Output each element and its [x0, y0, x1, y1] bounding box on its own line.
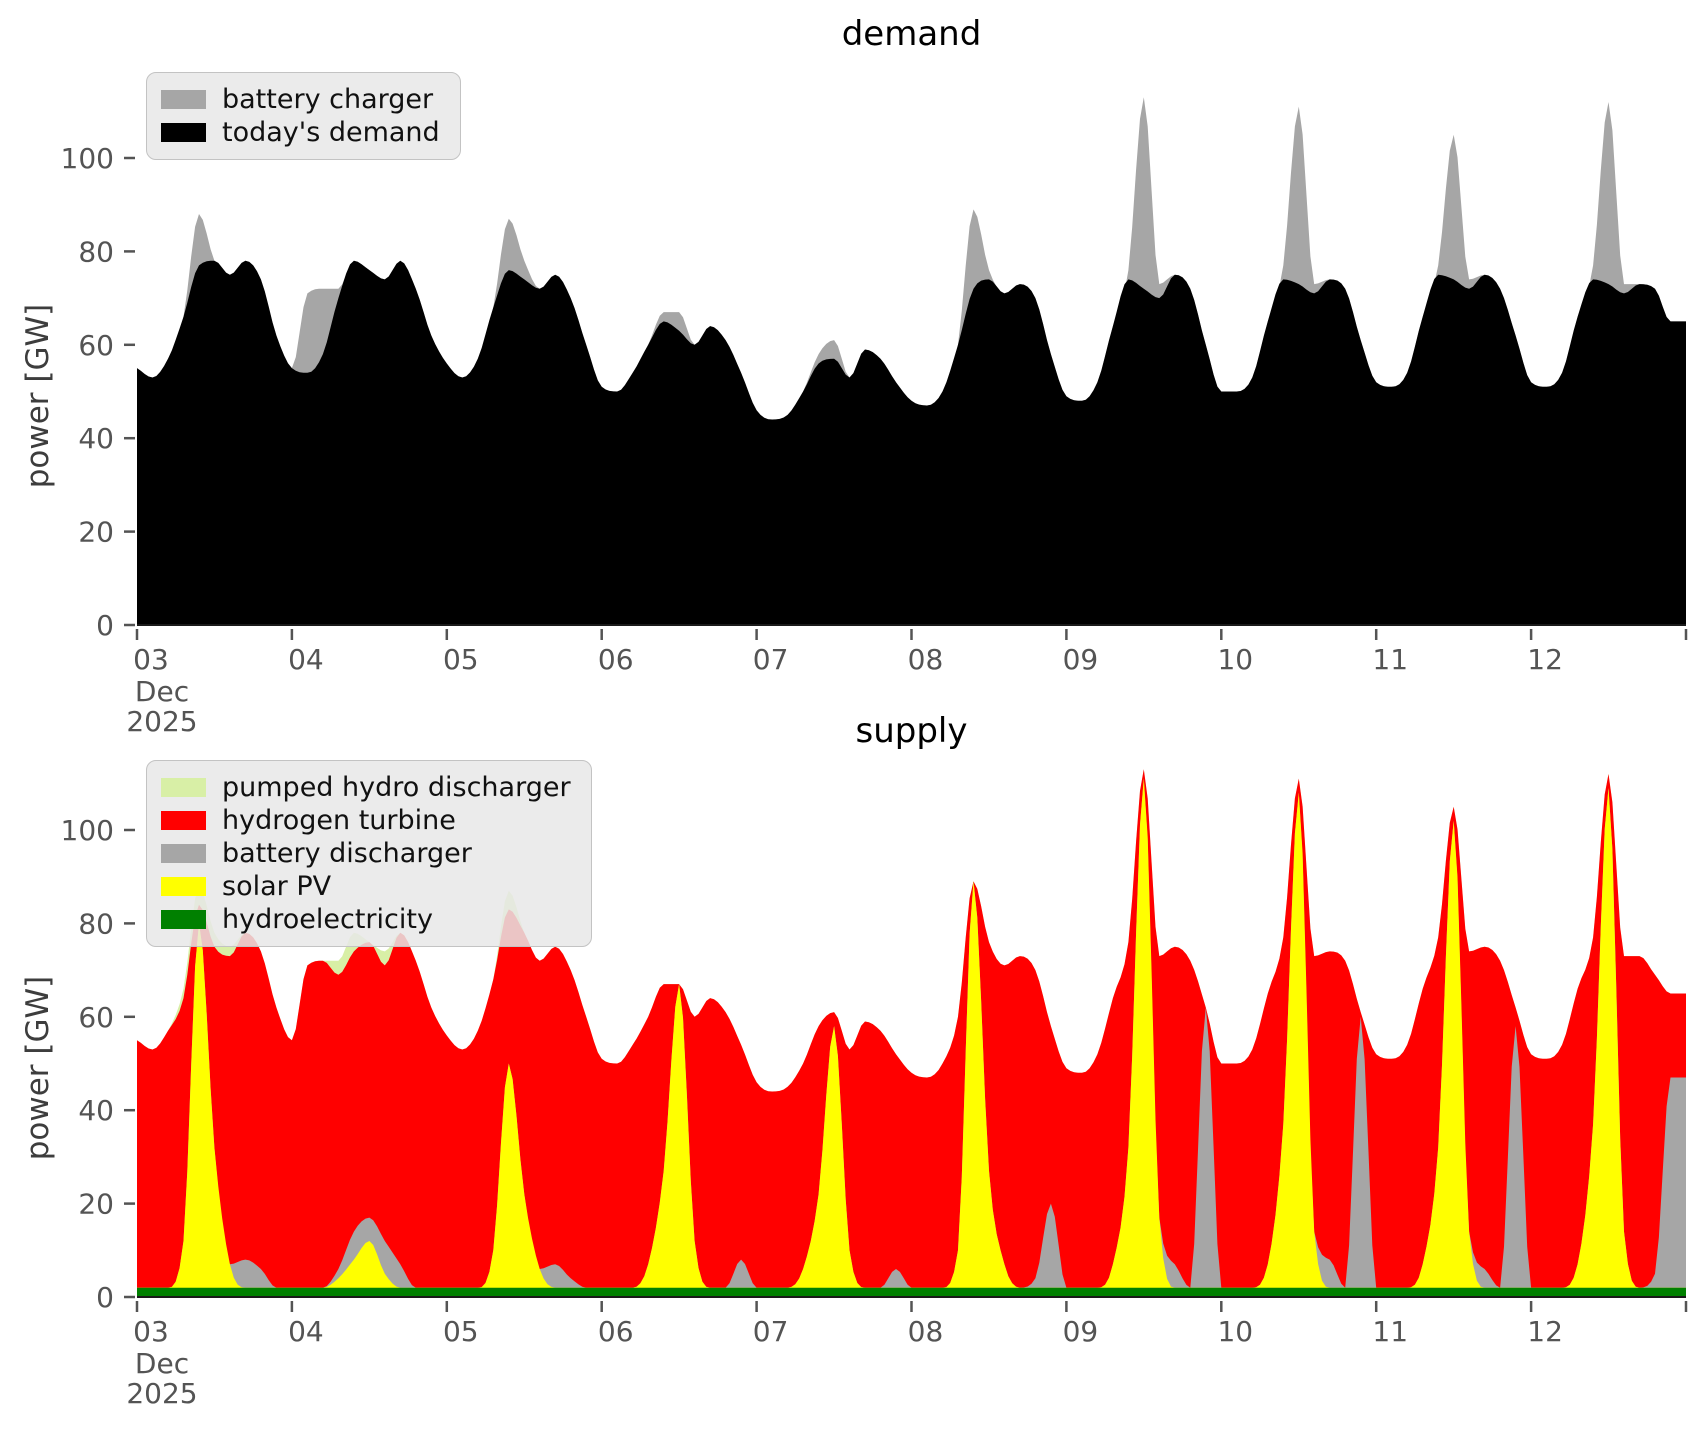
legend-item-label: hydrogen turbine — [222, 805, 456, 836]
supply-x-axis-sub-label: Dec — [135, 1347, 189, 1380]
legend-swatch-icon — [161, 811, 206, 830]
demand-y-tick-label: 40 — [78, 422, 114, 455]
demand-x-tick-label: 07 — [753, 643, 789, 676]
supply-area-hydroelectricity — [137, 1287, 1686, 1297]
demand-x-axis-sub-label: 2025 — [126, 705, 197, 738]
supply-y-tick-label: 60 — [78, 1001, 114, 1034]
supply-x-tick-label: 03 — [133, 1315, 169, 1348]
legend-item-label: battery charger — [222, 84, 434, 115]
legend-item-label: battery discharger — [222, 838, 472, 869]
demand-y-tick-label: 20 — [78, 516, 114, 549]
demand-area-todays_demand — [137, 260, 1686, 625]
demand-x-tick-label: 03 — [133, 643, 169, 676]
demand-y-tick-label: 60 — [78, 329, 114, 362]
supply-x-tick-label: 06 — [598, 1315, 634, 1348]
demand-x-tick-label: 08 — [908, 643, 944, 676]
legend-item-label: today's demand — [222, 117, 440, 148]
demand-x-tick-label: 04 — [288, 643, 324, 676]
supply-plot-area — [137, 769, 1686, 1297]
supply-x-tick-label: 10 — [1217, 1315, 1253, 1348]
demand-y-axis-label: power [GW] — [20, 303, 56, 489]
supply-y-tick-label: 40 — [78, 1094, 114, 1127]
supply-y-axis-label: power [GW] — [20, 975, 56, 1161]
legend-item: hydrogen turbine — [161, 804, 571, 837]
supply-x-tick-label: 12 — [1527, 1315, 1563, 1348]
legend-supply: pumped hydro discharger hydrogen turbine b… — [146, 760, 592, 947]
demand-x-axis-sub-label: Dec — [135, 675, 189, 708]
legend-item: hydroelectricity — [161, 903, 571, 936]
legend-item-label: solar PV — [222, 871, 332, 902]
demand-x-tick-label: 09 — [1063, 643, 1099, 676]
legend-swatch-icon — [161, 90, 206, 109]
supply-y-tick-label: 80 — [78, 907, 114, 940]
supply-x-tick-label: 08 — [908, 1315, 944, 1348]
legend-swatch-icon — [161, 844, 206, 863]
legend-item-label: hydroelectricity — [222, 904, 433, 935]
supply-x-tick-label: 11 — [1372, 1315, 1408, 1348]
legend-item: pumped hydro discharger — [161, 771, 571, 804]
supply-x-tick-label: 07 — [753, 1315, 789, 1348]
legend-swatch-icon — [161, 910, 206, 929]
demand-y-tick-label: 0 — [96, 609, 114, 642]
demand-x-tick-label: 10 — [1217, 643, 1253, 676]
legend-demand: battery charger today's demand — [146, 72, 461, 160]
supply-y-tick-label: 20 — [78, 1188, 114, 1221]
legend-item: today's demand — [161, 116, 440, 149]
supply-x-axis-sub-label: 2025 — [126, 1377, 197, 1410]
legend-swatch-icon — [161, 123, 206, 142]
legend-item: solar PV — [161, 870, 571, 903]
legend-swatch-icon — [161, 877, 206, 896]
demand-plot-area — [137, 97, 1686, 626]
demand-chart-title: demand — [841, 14, 982, 54]
demand-x-tick-label: 11 — [1372, 643, 1408, 676]
demand-x-tick-label: 12 — [1527, 643, 1563, 676]
supply-x-tick-label: 09 — [1063, 1315, 1099, 1348]
supply-y-tick-label: 100 — [61, 814, 114, 847]
legend-item-label: pumped hydro discharger — [222, 772, 571, 803]
legend-swatch-icon — [161, 778, 206, 797]
demand-x-tick-label: 05 — [443, 643, 479, 676]
supply-chart-title: supply — [855, 711, 968, 751]
supply-x-tick-label: 04 — [288, 1315, 324, 1348]
supply-y-tick-label: 0 — [96, 1281, 114, 1314]
legend-item: battery charger — [161, 83, 440, 116]
legend-item: battery discharger — [161, 837, 571, 870]
demand-y-tick-label: 100 — [61, 142, 114, 175]
demand-x-tick-label: 06 — [598, 643, 634, 676]
demand-y-tick-label: 80 — [78, 235, 114, 268]
supply-area-solar_pv — [137, 778, 1686, 1297]
supply-x-tick-label: 05 — [443, 1315, 479, 1348]
